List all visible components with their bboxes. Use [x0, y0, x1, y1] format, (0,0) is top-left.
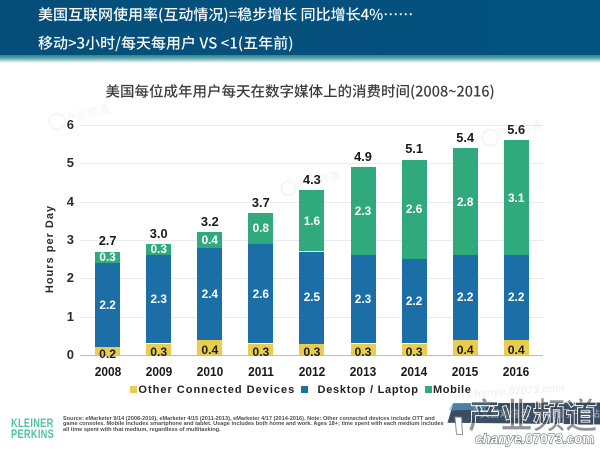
- svg-text:chanye.07073.com: chanye.07073.com: [475, 431, 594, 446]
